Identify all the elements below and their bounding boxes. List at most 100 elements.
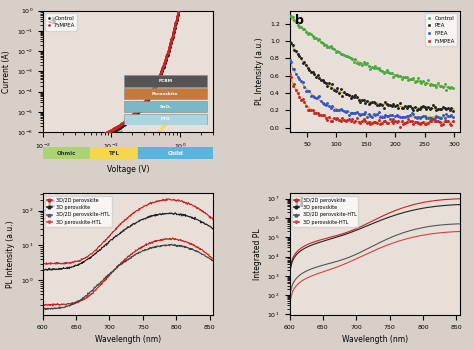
Point — [292, 87, 300, 93]
Point — [362, 109, 369, 115]
Point — [362, 100, 369, 106]
Point — [309, 107, 317, 112]
Point — [325, 114, 333, 120]
Point — [292, 20, 300, 25]
Point — [392, 72, 399, 78]
Point — [353, 61, 361, 66]
Point — [390, 120, 397, 125]
Point — [394, 73, 402, 79]
Point — [388, 118, 396, 124]
Point — [360, 59, 367, 64]
Point — [385, 113, 392, 119]
Point — [365, 63, 373, 69]
Point — [338, 107, 346, 113]
Point — [335, 49, 343, 55]
Point — [317, 77, 325, 83]
Point — [314, 37, 321, 43]
Point — [335, 90, 343, 96]
Point — [439, 121, 447, 127]
Point — [414, 114, 422, 120]
Point — [429, 117, 437, 122]
Point — [432, 114, 440, 119]
Point — [363, 120, 371, 125]
Point — [330, 87, 338, 92]
Point — [408, 110, 415, 116]
Point — [292, 48, 300, 54]
Point — [424, 77, 432, 83]
Point — [328, 82, 336, 87]
Point — [315, 36, 323, 42]
Point — [398, 76, 405, 82]
Point — [380, 114, 387, 120]
Point — [378, 120, 386, 126]
Point — [287, 13, 295, 19]
Point — [423, 115, 430, 120]
Point — [400, 114, 407, 120]
Point — [338, 93, 346, 98]
Point — [315, 112, 323, 118]
Point — [446, 113, 453, 119]
Point — [446, 85, 453, 91]
Point — [352, 110, 359, 116]
Point — [410, 121, 417, 127]
Point — [419, 113, 427, 119]
Point — [428, 118, 435, 124]
Point — [332, 49, 339, 55]
Point — [334, 85, 341, 90]
Point — [418, 80, 425, 86]
Point — [382, 118, 389, 124]
Point — [360, 117, 367, 122]
Point — [355, 98, 363, 103]
Point — [444, 119, 452, 124]
Point — [286, 13, 293, 19]
Point — [294, 74, 301, 79]
Point — [344, 91, 351, 97]
Point — [388, 71, 396, 76]
Point — [386, 102, 394, 108]
Point — [438, 83, 445, 89]
Legend: Control, PEA, FPEA, F₃MPEA: Control, PEA, FPEA, F₃MPEA — [425, 13, 457, 46]
Point — [449, 119, 456, 124]
Point — [360, 111, 367, 117]
Point — [368, 114, 376, 119]
Point — [426, 106, 434, 112]
Point — [370, 119, 377, 125]
Point — [307, 32, 315, 37]
Point — [327, 43, 335, 49]
Point — [376, 102, 384, 107]
Point — [368, 99, 376, 105]
Point — [324, 83, 331, 89]
Point — [421, 121, 428, 127]
Point — [301, 100, 308, 105]
Point — [304, 65, 311, 71]
Point — [441, 118, 448, 124]
Point — [400, 121, 407, 127]
Point — [302, 103, 310, 108]
Point — [312, 35, 319, 40]
Point — [337, 106, 345, 112]
Point — [370, 65, 377, 70]
Point — [335, 107, 343, 113]
Point — [436, 106, 443, 112]
Point — [426, 82, 434, 88]
Point — [439, 112, 447, 118]
Point — [429, 82, 437, 88]
Point — [426, 118, 434, 124]
Point — [411, 120, 419, 125]
Point — [385, 69, 392, 75]
Point — [372, 100, 379, 106]
Point — [322, 102, 329, 107]
Point — [314, 94, 321, 100]
Point — [327, 119, 335, 124]
Point — [307, 69, 315, 75]
Point — [296, 76, 303, 82]
Point — [403, 106, 410, 111]
Point — [370, 99, 377, 105]
Point — [347, 55, 355, 61]
Point — [439, 84, 447, 90]
Point — [312, 96, 319, 101]
Point — [320, 102, 328, 107]
Point — [302, 63, 310, 68]
Point — [398, 118, 405, 123]
Point — [416, 79, 424, 84]
